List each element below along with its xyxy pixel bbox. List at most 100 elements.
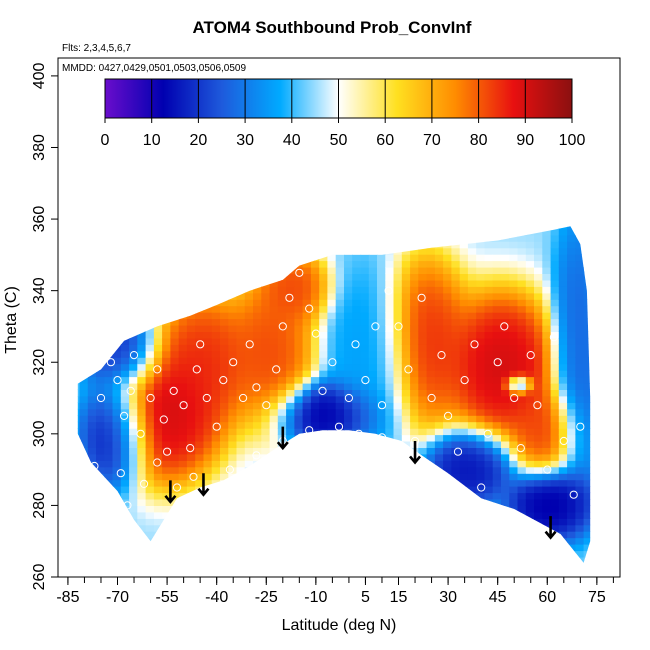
heat-cell <box>360 453 370 461</box>
heat-cell <box>120 286 130 294</box>
heat-cell <box>211 305 221 313</box>
arrow <box>409 440 422 465</box>
heat-cell <box>286 505 295 513</box>
heat-cell <box>327 486 337 494</box>
heat-cell <box>393 241 403 249</box>
heat-cell <box>467 434 477 442</box>
heat-cell <box>228 331 238 339</box>
heat-cell <box>451 247 461 255</box>
heat-cell <box>277 331 287 339</box>
heat-cell <box>542 447 552 455</box>
heat-cell <box>525 383 535 390</box>
heat-cell <box>253 260 262 268</box>
heat-cell <box>261 337 271 345</box>
heat-cell <box>434 331 444 339</box>
heat-cell <box>459 357 469 365</box>
heat-cell <box>525 312 535 320</box>
heat-cell <box>269 505 279 513</box>
heat-cell <box>352 473 362 481</box>
heat-cell <box>344 550 353 558</box>
heat-cell <box>146 216 155 223</box>
heat-cell <box>517 505 527 513</box>
heat-cell <box>476 312 486 320</box>
heat-cell <box>112 492 122 500</box>
heat-cell <box>526 563 535 570</box>
heat-cell <box>501 511 510 519</box>
heat-cell <box>476 337 486 345</box>
heat-cell <box>294 292 304 300</box>
heat-cell <box>467 344 477 352</box>
heat-cell <box>410 473 419 481</box>
heat-cell <box>476 260 486 268</box>
heat-cell <box>344 273 353 281</box>
heat-cell <box>558 383 568 390</box>
heat-cell <box>302 524 312 532</box>
heat-cell <box>410 544 419 552</box>
heat-cell <box>583 312 591 320</box>
heat-cell <box>492 415 502 423</box>
heat-cell <box>79 299 89 307</box>
heat-cell <box>137 505 147 513</box>
heat-cell <box>178 312 188 320</box>
heat-cell <box>129 557 138 563</box>
heat-cell <box>244 505 254 513</box>
heat-cell <box>467 408 477 416</box>
heat-cell <box>517 299 527 307</box>
heat-cell <box>434 254 444 262</box>
data-point <box>229 358 238 367</box>
heat-cell <box>550 370 560 378</box>
heat-cell <box>244 415 254 423</box>
heat-cell <box>418 286 428 294</box>
heat-cell <box>509 395 519 403</box>
heat-cell <box>401 357 411 365</box>
heat-cell <box>162 550 171 558</box>
heat-cell <box>385 234 395 242</box>
heat-cell <box>253 344 262 352</box>
heat-cell <box>170 344 180 352</box>
heat-cell <box>220 318 229 326</box>
heat-cell <box>360 325 370 332</box>
heat-cell <box>220 466 229 474</box>
heat-cell <box>87 267 97 274</box>
heat-cell <box>467 453 477 461</box>
heat-cell <box>186 357 196 365</box>
heat-cell <box>534 492 543 500</box>
heat-cell <box>253 286 262 294</box>
heat-cell <box>294 383 304 390</box>
heat-cell <box>459 402 469 410</box>
heat-cell <box>418 441 428 448</box>
data-point <box>96 393 106 403</box>
heat-cell <box>203 267 213 274</box>
heat-cell <box>434 279 444 287</box>
heat-cell <box>344 395 353 403</box>
heat-cell <box>294 260 304 268</box>
heat-cell <box>170 286 180 294</box>
heat-cell <box>77 337 81 345</box>
heat-cell <box>203 241 213 249</box>
heat-cell <box>112 441 122 448</box>
heat-cell <box>451 466 461 474</box>
heat-cell <box>335 226 345 229</box>
heat-cell <box>344 557 353 563</box>
heat-cell <box>104 241 114 249</box>
heat-cell <box>368 337 378 345</box>
heat-cell <box>137 531 147 539</box>
heat-cell <box>567 524 576 532</box>
heat-cell <box>335 383 345 390</box>
heat-cell <box>145 383 155 390</box>
heat-cell <box>492 318 502 326</box>
heat-cell <box>137 557 147 563</box>
heat-cell <box>170 408 180 416</box>
heat-cell <box>418 537 428 545</box>
heat-cell <box>261 537 271 545</box>
heat-cell <box>393 312 403 320</box>
heat-cell <box>377 544 386 552</box>
heat-cell <box>286 292 295 300</box>
heat-cell <box>385 299 395 307</box>
heat-cell <box>186 350 196 358</box>
heat-cell <box>129 395 138 403</box>
heat-cell <box>294 305 304 313</box>
heat-cell <box>269 550 279 558</box>
heat-cell <box>186 370 196 378</box>
